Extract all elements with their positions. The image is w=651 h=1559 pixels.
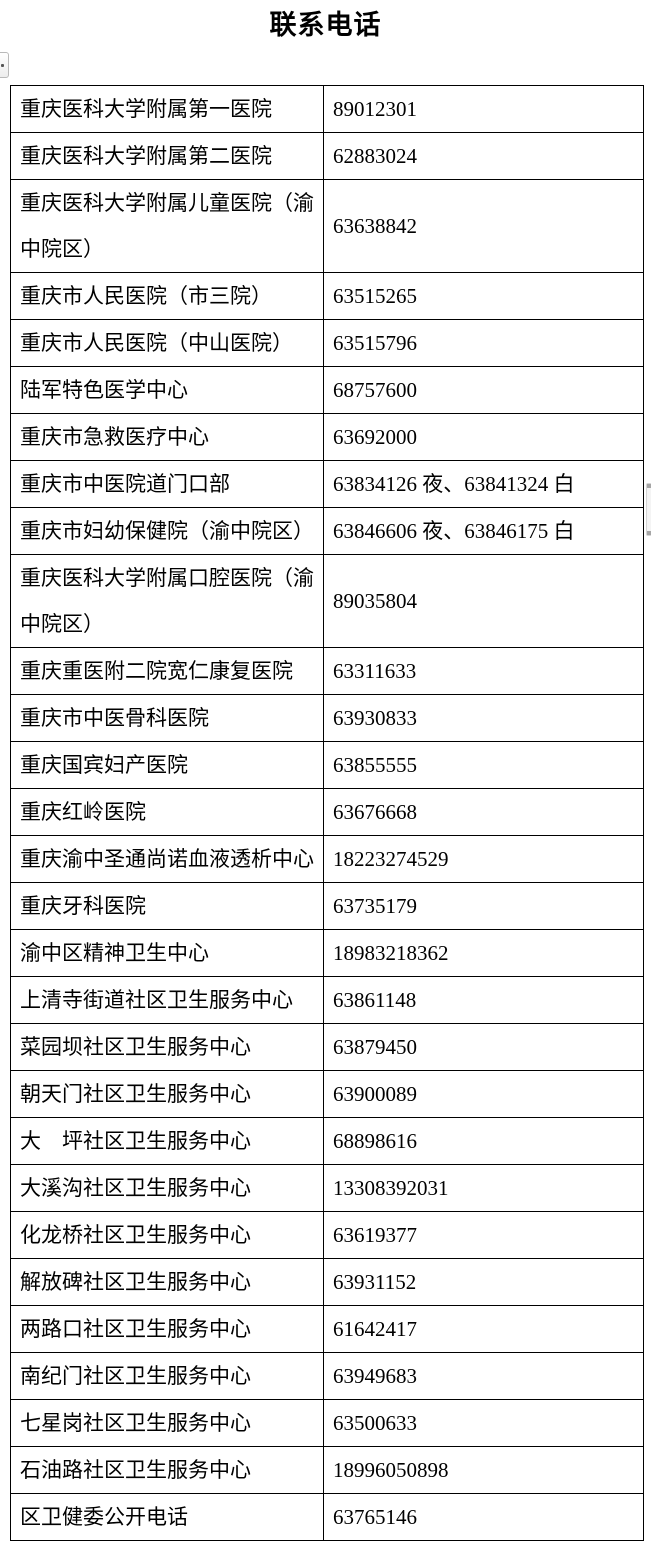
hospital-name-cell: 重庆国宾妇产医院 (10, 741, 324, 789)
hospital-name-cell: 重庆市中医骨科医院 (10, 694, 324, 742)
hospital-name-cell: 重庆渝中圣通尚诺血液透析中心 (10, 835, 324, 883)
phone-number-cell: 68757600 (323, 366, 644, 414)
hospital-name-cell: 两路口社区卫生服务中心 (10, 1305, 324, 1353)
table-row: 南纪门社区卫生服务中心 63949683 (10, 1352, 644, 1400)
phone-number-cell: 63619377 (323, 1211, 644, 1259)
phone-number-cell: 89012301 (323, 85, 644, 133)
hospital-name-cell: 重庆市中医院道门口部 (10, 460, 324, 508)
table-row: 解放碑社区卫生服务中心 63931152 (10, 1258, 644, 1306)
table-row: 重庆市急救医疗中心 63692000 (10, 413, 644, 461)
table-row: 重庆重医附二院宽仁康复医院 63311633 (10, 647, 644, 695)
hospital-name-cell: 重庆红岭医院 (10, 788, 324, 836)
table-row: 重庆市中医骨科医院 63930833 (10, 694, 644, 742)
scrollbar-thumb[interactable] (646, 483, 651, 536)
collapsed-panel-button[interactable] (0, 52, 9, 78)
phone-number-cell: 63900089 (323, 1070, 644, 1118)
hospital-name-cell: 石油路社区卫生服务中心 (10, 1446, 324, 1494)
dot-icon (1, 64, 4, 67)
phone-number-cell: 63765146 (323, 1493, 644, 1541)
table-row: 区卫健委公开电话 63765146 (10, 1493, 644, 1541)
table-row: 两路口社区卫生服务中心 61642417 (10, 1305, 644, 1353)
contact-phone-table: 重庆医科大学附属第一医院 89012301 重庆医科大学附属第二医院 62883… (10, 85, 644, 1541)
hospital-name-cell: 重庆市人民医院（市三院） (10, 272, 324, 320)
table-row: 陆军特色医学中心 68757600 (10, 366, 644, 414)
table-row: 重庆医科大学附属儿童医院（渝中院区） 63638842 (10, 179, 644, 273)
table-row: 重庆市中医院道门口部 63834126 夜、63841324 白 (10, 460, 644, 508)
phone-number-cell: 89035804 (323, 554, 644, 648)
phone-number-cell: 63879450 (323, 1023, 644, 1071)
phone-number-cell: 63692000 (323, 413, 644, 461)
phone-number-cell: 63311633 (323, 647, 644, 695)
phone-number-cell: 63500633 (323, 1399, 644, 1447)
hospital-name-cell: 大 坪社区卫生服务中心 (10, 1117, 324, 1165)
page-title: 联系电话 (269, 10, 382, 40)
hospital-name-cell: 大溪沟社区卫生服务中心 (10, 1164, 324, 1212)
phone-number-cell: 63515796 (323, 319, 644, 367)
hospital-name-cell: 上清寺街道社区卫生服务中心 (10, 976, 324, 1024)
hospital-name-cell: 重庆医科大学附属儿童医院（渝中院区） (10, 179, 324, 273)
phone-number-cell: 18996050898 (323, 1446, 644, 1494)
hospital-name-cell: 南纪门社区卫生服务中心 (10, 1352, 324, 1400)
table-row: 重庆牙科医院 63735179 (10, 882, 644, 930)
scrollbar-cap-bottom-icon (647, 531, 651, 535)
phone-number-cell: 13308392031 (323, 1164, 644, 1212)
phone-number-cell: 63735179 (323, 882, 644, 930)
table-row: 石油路社区卫生服务中心 18996050898 (10, 1446, 644, 1494)
phone-number-cell: 63861148 (323, 976, 644, 1024)
phone-number-cell: 18223274529 (323, 835, 644, 883)
hospital-name-cell: 陆军特色医学中心 (10, 366, 324, 414)
phone-number-cell: 63515265 (323, 272, 644, 320)
hospital-name-cell: 重庆重医附二院宽仁康复医院 (10, 647, 324, 695)
phone-number-cell: 63638842 (323, 179, 644, 273)
table-row: 重庆渝中圣通尚诺血液透析中心 18223274529 (10, 835, 644, 883)
scrollbar-cap-top-icon (647, 484, 651, 488)
hospital-name-cell: 重庆市妇幼保健院（渝中院区） (10, 507, 324, 555)
table-row: 大溪沟社区卫生服务中心 13308392031 (10, 1164, 644, 1212)
hospital-name-cell: 重庆医科大学附属口腔医院（渝中院区） (10, 554, 324, 648)
table-row: 重庆市妇幼保健院（渝中院区） 63846606 夜、63846175 白 (10, 507, 644, 555)
phone-number-cell: 63834126 夜、63841324 白 (323, 460, 644, 508)
table-row: 七星岗社区卫生服务中心 63500633 (10, 1399, 644, 1447)
phone-number-cell: 63676668 (323, 788, 644, 836)
table-row: 渝中区精神卫生中心 18983218362 (10, 929, 644, 977)
hospital-name-cell: 重庆市人民医院（中山医院） (10, 319, 324, 367)
table-row: 重庆医科大学附属口腔医院（渝中院区） 89035804 (10, 554, 644, 648)
hospital-name-cell: 七星岗社区卫生服务中心 (10, 1399, 324, 1447)
hospital-name-cell: 解放碑社区卫生服务中心 (10, 1258, 324, 1306)
hospital-name-cell: 渝中区精神卫生中心 (10, 929, 324, 977)
phone-number-cell: 63949683 (323, 1352, 644, 1400)
table-row: 化龙桥社区卫生服务中心 63619377 (10, 1211, 644, 1259)
phone-number-cell: 63846606 夜、63846175 白 (323, 507, 644, 555)
phone-number-cell: 63855555 (323, 741, 644, 789)
hospital-name-cell: 朝天门社区卫生服务中心 (10, 1070, 324, 1118)
hospital-name-cell: 区卫健委公开电话 (10, 1493, 324, 1541)
phone-number-cell: 18983218362 (323, 929, 644, 977)
table-row: 上清寺街道社区卫生服务中心 63861148 (10, 976, 644, 1024)
hospital-name-cell: 重庆医科大学附属第二医院 (10, 132, 324, 180)
table-row: 重庆市人民医院（中山医院） 63515796 (10, 319, 644, 367)
table-row: 重庆国宾妇产医院 63855555 (10, 741, 644, 789)
phone-number-cell: 62883024 (323, 132, 644, 180)
contact-table-body: 重庆医科大学附属第一医院 89012301 重庆医科大学附属第二医院 62883… (10, 85, 644, 1541)
table-row: 大 坪社区卫生服务中心 68898616 (10, 1117, 644, 1165)
hospital-name-cell: 化龙桥社区卫生服务中心 (10, 1211, 324, 1259)
hospital-name-cell: 重庆医科大学附属第一医院 (10, 85, 324, 133)
table-row: 朝天门社区卫生服务中心 63900089 (10, 1070, 644, 1118)
phone-number-cell: 61642417 (323, 1305, 644, 1353)
table-row: 重庆医科大学附属第一医院 89012301 (10, 85, 644, 133)
phone-number-cell: 63930833 (323, 694, 644, 742)
hospital-name-cell: 重庆牙科医院 (10, 882, 324, 930)
phone-number-cell: 63931152 (323, 1258, 644, 1306)
phone-number-cell: 68898616 (323, 1117, 644, 1165)
table-row: 重庆医科大学附属第二医院 62883024 (10, 132, 644, 180)
table-row: 重庆红岭医院 63676668 (10, 788, 644, 836)
hospital-name-cell: 菜园坝社区卫生服务中心 (10, 1023, 324, 1071)
table-row: 菜园坝社区卫生服务中心 63879450 (10, 1023, 644, 1071)
hospital-name-cell: 重庆市急救医疗中心 (10, 413, 324, 461)
table-row: 重庆市人民医院（市三院） 63515265 (10, 272, 644, 320)
